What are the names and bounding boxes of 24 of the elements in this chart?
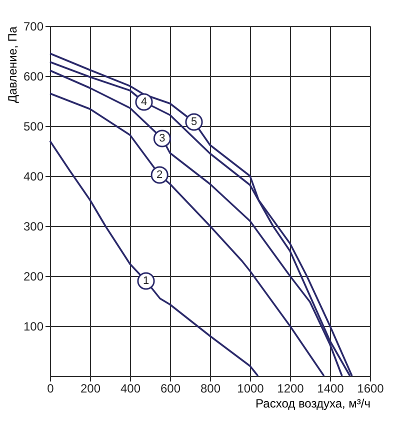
- x-tick-label: 0: [47, 382, 54, 396]
- x-tick-label: 400: [120, 382, 141, 396]
- y-tick-label: 700: [23, 20, 44, 34]
- x-tick-label: 1400: [317, 382, 344, 396]
- y-tick-label: 200: [23, 270, 44, 284]
- line-series: [49, 140, 259, 377]
- x-tick-label: 200: [80, 382, 101, 396]
- y-tick-label: 500: [23, 120, 44, 134]
- x-tick-label: 1600: [357, 382, 384, 396]
- x-tick-label: 600: [160, 382, 181, 396]
- y-tick-label: 400: [23, 170, 44, 184]
- annotation: 4: [140, 96, 148, 108]
- y-tick-label: 100: [23, 320, 44, 334]
- y-tick-label: 300: [23, 220, 44, 234]
- annotation: 1: [142, 275, 150, 287]
- x-tick-label: 1000: [237, 382, 264, 396]
- x-tick-label: 800: [200, 382, 221, 396]
- x-tick-label: 1200: [277, 382, 304, 396]
- annotation: 2: [156, 169, 163, 181]
- annotation: 5: [190, 116, 198, 128]
- y-axis-title: Давление, Па: [5, 26, 20, 104]
- y-tick-label: 600: [23, 70, 44, 84]
- annotation: 3: [159, 132, 166, 144]
- x-axis-title: Расход воздуха, м³/ч: [256, 396, 370, 410]
